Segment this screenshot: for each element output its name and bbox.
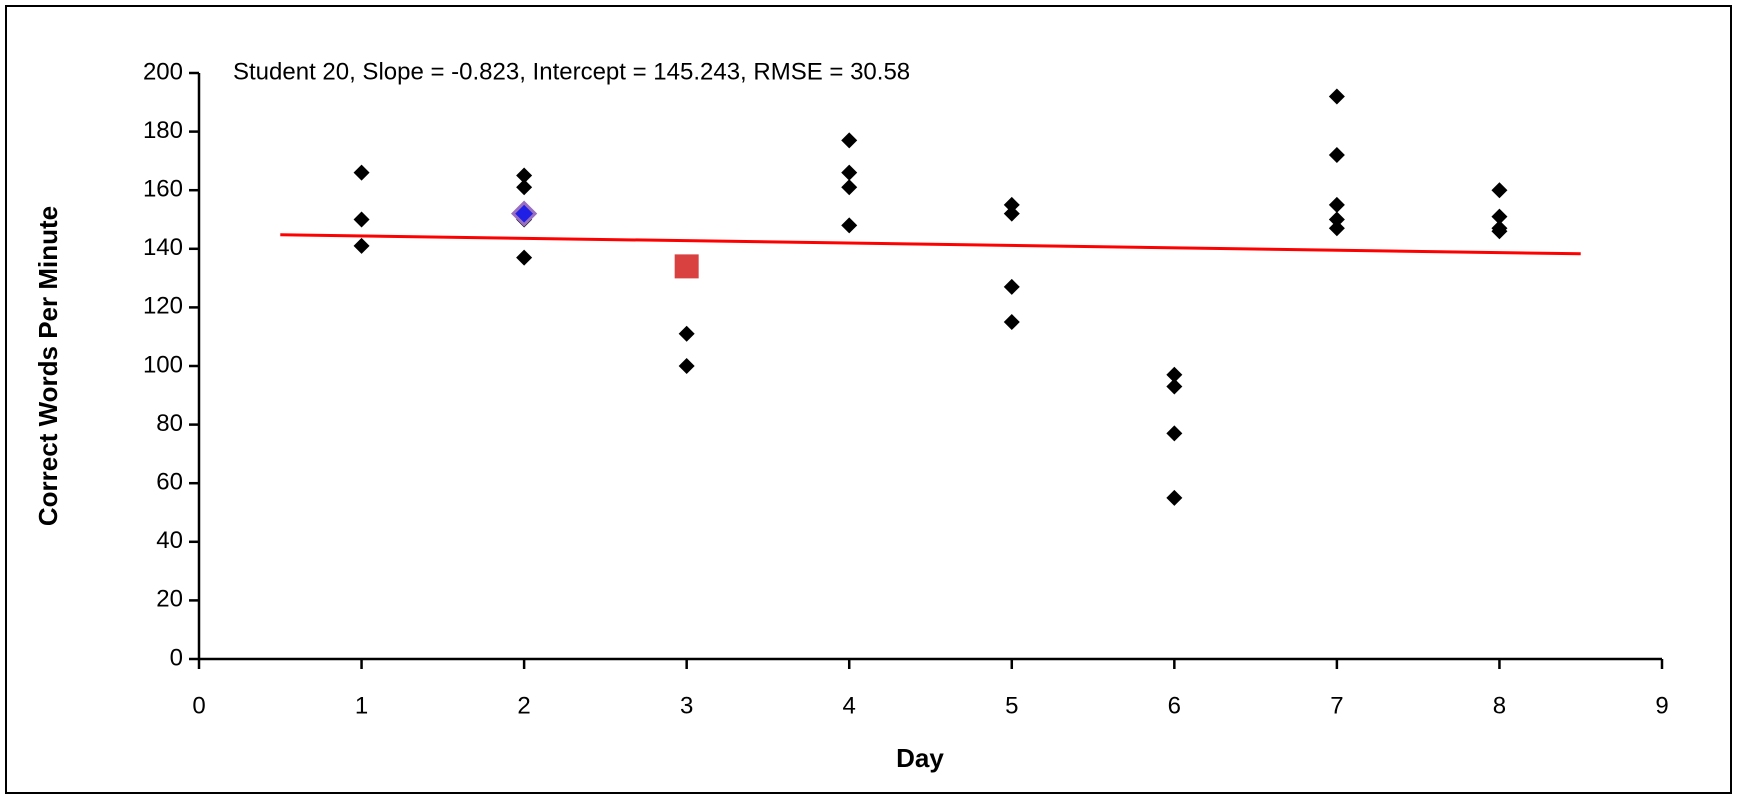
point xyxy=(1328,220,1345,237)
y-tick-label: 60 xyxy=(156,469,183,496)
x-tick-label: 7 xyxy=(1330,692,1343,719)
point xyxy=(678,325,695,342)
point xyxy=(353,211,370,228)
y-tick-label: 180 xyxy=(143,117,183,144)
y-tick-label: 40 xyxy=(156,527,183,554)
x-tick-label: 1 xyxy=(355,692,368,719)
point xyxy=(1328,196,1345,213)
point xyxy=(516,179,533,196)
y-tick-label: 120 xyxy=(143,293,183,320)
point xyxy=(841,217,858,234)
point xyxy=(516,167,533,184)
y-tick-label: 160 xyxy=(143,176,183,203)
point xyxy=(1166,378,1183,395)
x-tick-label: 5 xyxy=(1005,692,1018,719)
y-tick-label: 100 xyxy=(143,351,183,378)
point xyxy=(841,179,858,196)
point xyxy=(1166,489,1183,506)
point xyxy=(841,132,858,149)
point xyxy=(1166,425,1183,442)
x-axis-title: Day xyxy=(896,743,944,773)
point xyxy=(353,237,370,254)
x-tick-label: 6 xyxy=(1168,692,1181,719)
point xyxy=(1491,182,1508,199)
y-axis-title: Correct Words Per Minute xyxy=(33,206,63,526)
y-tick-label: 0 xyxy=(170,644,183,671)
trend-line xyxy=(280,233,1581,256)
point xyxy=(1328,88,1345,105)
point xyxy=(516,249,533,266)
point xyxy=(678,358,695,374)
y-tick-label: 200 xyxy=(143,58,183,85)
annotation: Student 20, Slope = -0.823, Intercept = … xyxy=(233,58,910,85)
chart-frame xyxy=(5,5,1732,794)
x-tick-label: 8 xyxy=(1493,692,1506,719)
point xyxy=(353,164,370,181)
highlight-point xyxy=(510,200,538,227)
x-tick-label: 9 xyxy=(1655,692,1668,719)
x-tick-label: 3 xyxy=(680,692,693,719)
x-tick-label: 2 xyxy=(517,692,530,719)
point xyxy=(1003,314,1020,331)
x-tick-label: 0 xyxy=(192,692,205,719)
point xyxy=(1328,147,1345,164)
y-tick-label: 20 xyxy=(156,586,183,613)
point xyxy=(1328,211,1345,228)
square-point xyxy=(674,254,699,279)
point xyxy=(1003,196,1020,213)
point xyxy=(1166,366,1183,383)
y-tick-label: 140 xyxy=(143,234,183,261)
point xyxy=(1003,278,1020,295)
x-tick-label: 4 xyxy=(843,692,856,719)
point xyxy=(1491,223,1508,240)
point xyxy=(1003,205,1020,222)
point xyxy=(1491,208,1508,225)
point xyxy=(841,164,858,181)
y-tick-label: 80 xyxy=(156,410,183,437)
